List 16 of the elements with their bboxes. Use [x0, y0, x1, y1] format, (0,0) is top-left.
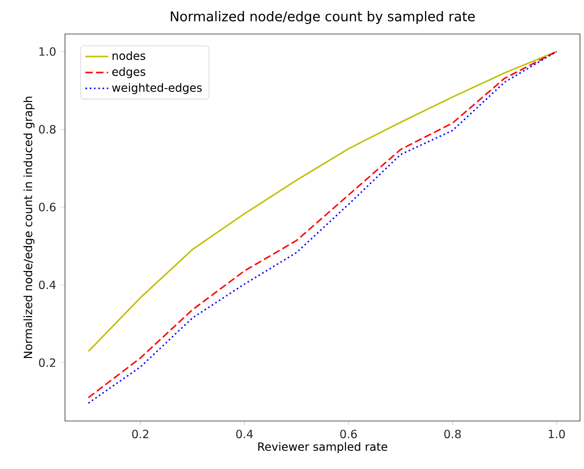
chart-title: Normalized node/edge count by sampled rate	[170, 11, 475, 24]
x-tick-label: 0.4	[236, 430, 253, 438]
y-tick-label: 0.6	[39, 202, 56, 212]
y-tick-label: 0.2	[39, 358, 56, 367]
x-tick-label: 0.6	[340, 430, 357, 438]
legend-label: edges	[112, 67, 146, 78]
legend-label: nodes	[112, 51, 146, 60]
y-tick-label: 1.0	[40, 47, 56, 56]
y-tick-label: 0.8	[39, 125, 56, 134]
x-axis-title: Reviewer sampled rate	[258, 442, 388, 454]
x-tick-label: 1.0	[548, 430, 565, 438]
y-tick-label: 0.4	[39, 280, 56, 290]
x-tick-label: 0.2	[132, 430, 148, 438]
x-tick-label: 0.8	[444, 430, 461, 438]
y-axis-title: Normalized node/edge count in induced graph	[23, 96, 34, 358]
legend-label: weighted-edges	[112, 83, 202, 94]
